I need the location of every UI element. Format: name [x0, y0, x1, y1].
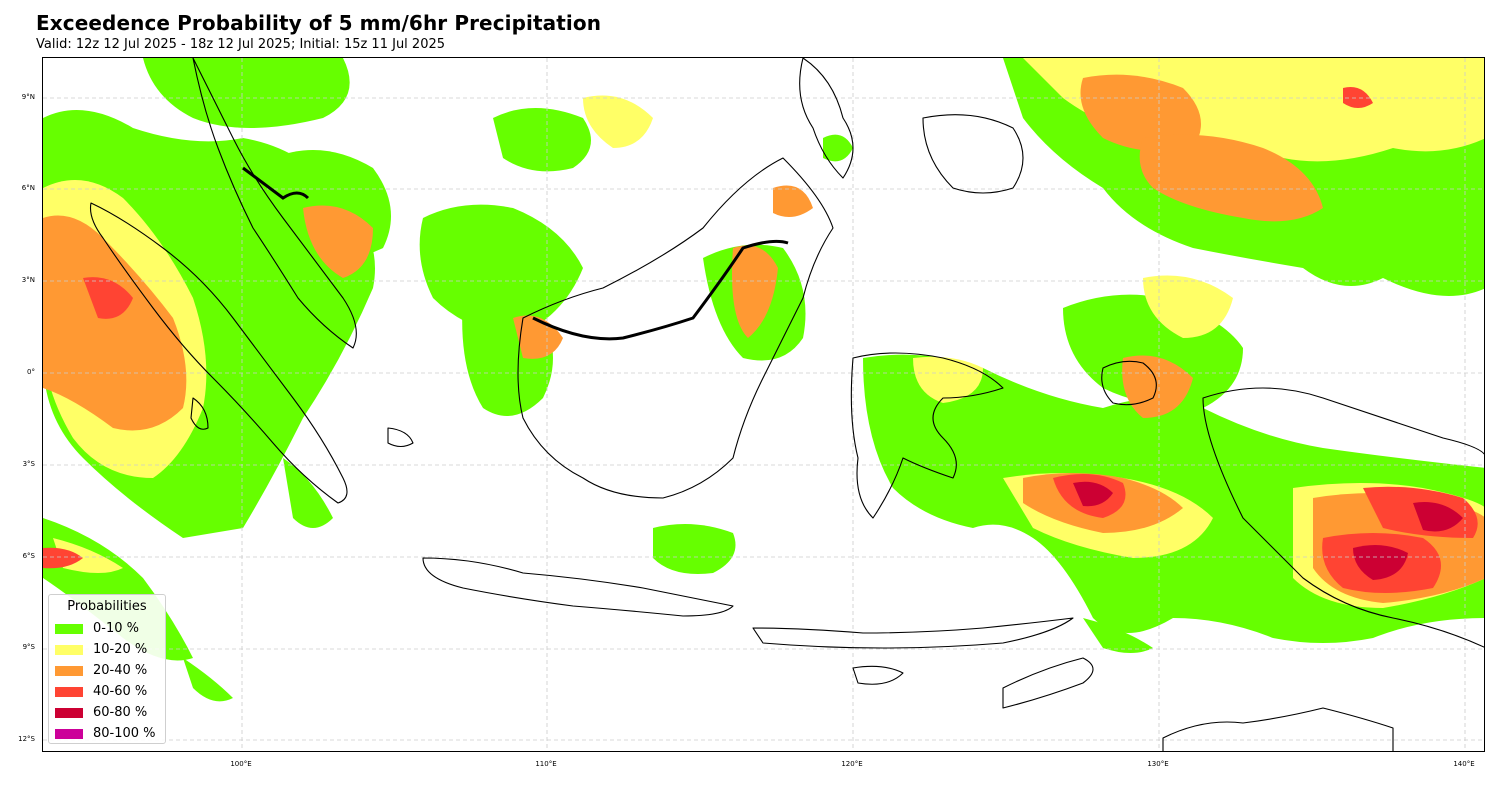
legend-item: 40-60 %: [49, 681, 165, 702]
legend-title: Probabilities: [67, 599, 147, 614]
lat-label-12s: 12°S: [18, 735, 35, 743]
bali-flores-coast: [752, 617, 1074, 649]
map-subtitle: Valid: 12z 12 Jul 2025 - 18z 12 Jul 2025…: [36, 37, 446, 52]
lat-label-6s: 6°S: [22, 552, 35, 560]
legend-swatch-0-10: [55, 623, 83, 634]
lon-label-140e: 140°E: [1453, 760, 1475, 768]
map-title: Exceedence Probability of 5 mm/6hr Preci…: [36, 11, 602, 35]
lat-label-3n: 3°N: [21, 276, 35, 284]
philippines-coast: [799, 58, 854, 179]
timor-coast: [1002, 657, 1094, 709]
legend-swatch-10-20: [55, 644, 83, 655]
malay-peninsula-coast: [192, 58, 357, 349]
lat-label-6n: 6°N: [21, 184, 35, 192]
lon-label-130e: 130°E: [1147, 760, 1169, 768]
sumba-coast: [852, 665, 904, 685]
precipitation-map: [43, 58, 1484, 751]
borneo-coast: [517, 157, 834, 499]
legend-label: 80-100 %: [93, 726, 156, 741]
legend-label: 10-20 %: [93, 642, 148, 657]
legend-item: 80-100 %: [49, 723, 165, 744]
sumatra-coast: [89, 202, 348, 504]
map-frame: [42, 57, 1485, 752]
legend-item: 60-80 %: [49, 702, 165, 723]
bangka-coast: [387, 427, 414, 448]
legend-item: 0-10 %: [49, 618, 165, 639]
lon-label-110e: 110°E: [535, 760, 557, 768]
sumatra-islands-coast: [190, 397, 209, 430]
borders: [242, 166, 789, 341]
sulawesi-coast: [850, 352, 1004, 519]
lon-label-100e: 100°E: [230, 760, 252, 768]
legend-label: 20-40 %: [93, 663, 148, 678]
papua-coast: [1202, 387, 1484, 648]
legend-swatch-20-40: [55, 665, 83, 676]
gridlines: [43, 58, 1484, 751]
mindanao-coast: [922, 114, 1024, 194]
legend-swatch-60-80: [55, 707, 83, 718]
lon-label-120e: 120°E: [841, 760, 863, 768]
australia-coast: [1162, 707, 1394, 751]
legend-label: 60-80 %: [93, 705, 148, 720]
lat-label-3s: 3°S: [22, 460, 35, 468]
lat-label-9s: 9°S: [22, 643, 35, 651]
legend-swatch-40-60: [55, 686, 83, 697]
malaysia-border: [242, 166, 310, 200]
halmahera-coast: [1101, 360, 1157, 406]
legend-item: 20-40 %: [49, 660, 165, 681]
legend-label: 0-10 %: [93, 621, 139, 636]
lat-label-9n: 9°N: [21, 93, 35, 101]
legend-label: 40-60 %: [93, 684, 148, 699]
legend: Probabilities 0-10 % 10-20 % 20-40 % 40-…: [48, 594, 166, 744]
sabah-border: [532, 239, 789, 341]
coastlines: [89, 58, 1484, 751]
java-coast: [422, 557, 734, 617]
lat-label-0: 0°: [27, 368, 35, 376]
legend-item: 10-20 %: [49, 639, 165, 660]
precip-crimson-layer: [1073, 481, 1463, 580]
legend-swatch-80-100: [55, 728, 83, 739]
